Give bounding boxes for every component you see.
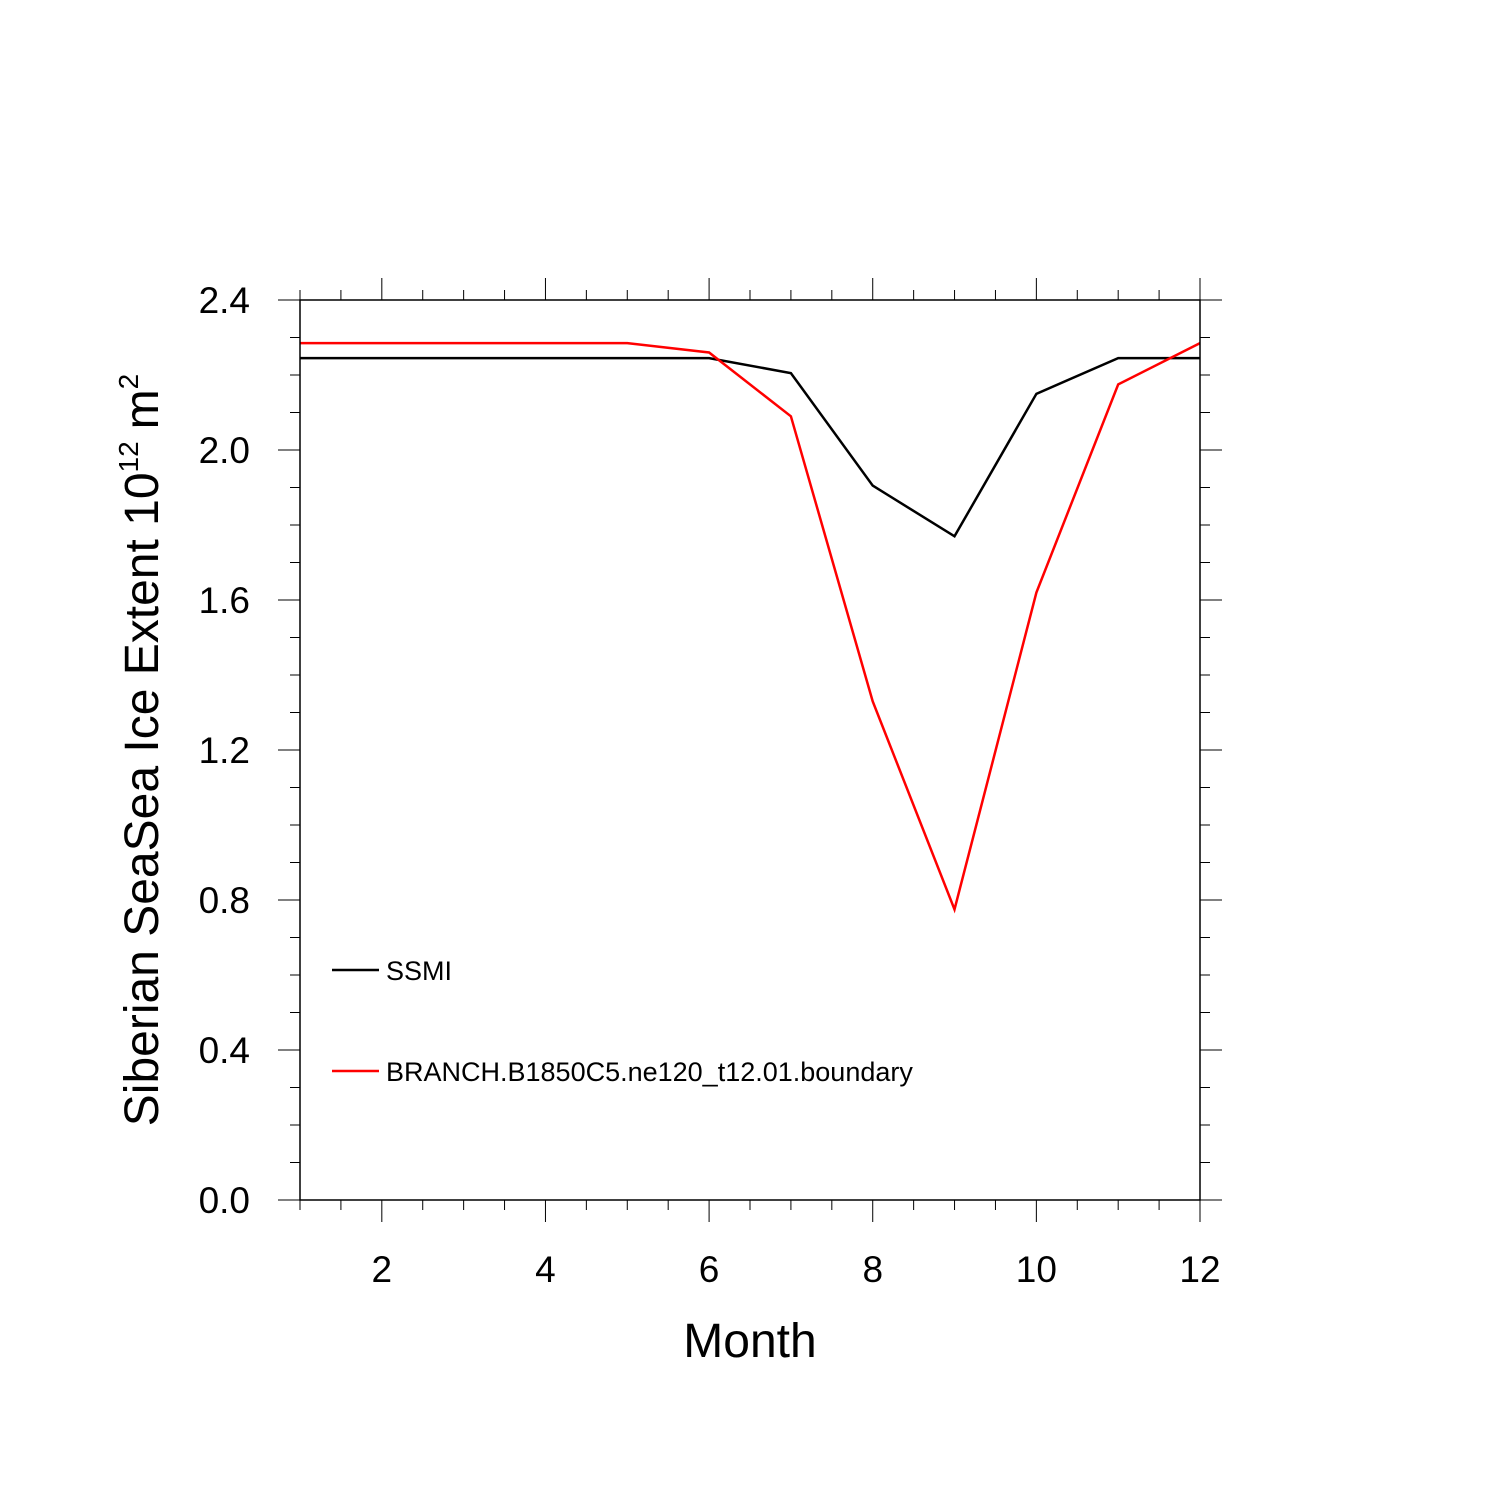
x-tick-label: 10 xyxy=(1016,1249,1057,1290)
x-tick-labels: 2 4 6 8 10 12 xyxy=(372,1249,1221,1290)
y-axis-title-exponent: 12 xyxy=(113,441,144,472)
y-tick-label: 2.4 xyxy=(199,280,250,321)
legend: SSMI BRANCH.B1850C5.ne120_t12.01.boundary xyxy=(332,956,913,1087)
y-tick-label: 0.0 xyxy=(199,1180,250,1221)
y-tick-label: 1.6 xyxy=(199,580,250,621)
y-tick-label: 0.4 xyxy=(199,1030,250,1071)
series-line-1 xyxy=(300,341,1201,914)
y-axis-title-unit-exponent: 2 xyxy=(113,374,144,390)
x-tick-label: 12 xyxy=(1179,1249,1220,1290)
y-tick-label: 0.8 xyxy=(199,880,250,921)
y-tick-label: 1.2 xyxy=(199,730,250,771)
x-axis-title: Month xyxy=(683,1315,816,1368)
y-tick-label: 2.0 xyxy=(199,430,250,471)
x-tick-label: 8 xyxy=(862,1249,883,1290)
series-line-0 xyxy=(300,356,1200,539)
y-axis-title-unit: m xyxy=(116,389,169,429)
y-axis-title-main: Siberian SeaSea Ice Extent 10 xyxy=(116,472,169,1126)
x-tick-label: 4 xyxy=(535,1249,556,1290)
x-tick-label: 2 xyxy=(372,1249,393,1290)
y-axis-title: Siberian SeaSea Ice Extent 1012 m2 xyxy=(113,374,169,1126)
legend-label-1: BRANCH.B1850C5.ne120_t12.01.boundary xyxy=(386,1057,913,1087)
series-lines xyxy=(300,341,1201,914)
tick-marks xyxy=(278,278,1222,1222)
plot-frame xyxy=(299,299,1201,1201)
x-tick-label: 6 xyxy=(699,1249,720,1290)
legend-label-0: SSMI xyxy=(386,956,452,986)
y-tick-labels: 0.0 0.4 0.8 1.2 1.6 2.0 2.4 xyxy=(199,280,250,1221)
